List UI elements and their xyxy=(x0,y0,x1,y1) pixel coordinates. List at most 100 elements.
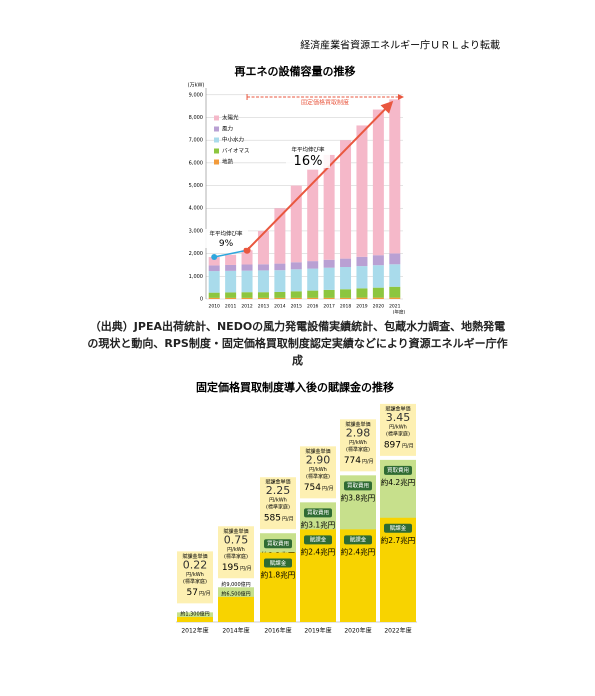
y-tick-label: 2,000 xyxy=(189,251,203,257)
monthly: 195 xyxy=(222,563,239,573)
legend-label: 地熱 xyxy=(222,158,234,166)
bar-segment xyxy=(323,267,335,290)
rate-title: 賦課金単価 xyxy=(305,448,330,455)
rate-value: 2.90 xyxy=(306,453,331,466)
monthly-unit: 円/月 xyxy=(402,443,414,449)
surcharge-box xyxy=(260,477,296,530)
x-tick-label: 2017 xyxy=(323,304,335,310)
x-tick-label: 2018 xyxy=(340,304,352,310)
badge-label: 買取費用 xyxy=(387,466,409,474)
bar-segment xyxy=(290,185,302,263)
chart-title: 再エネの設備容量の推移 xyxy=(235,64,356,78)
monthly-unit: 円/月 xyxy=(282,517,294,523)
household: (標準家庭) xyxy=(386,430,410,437)
badge xyxy=(344,481,372,491)
legend-label: バイオマス xyxy=(222,148,250,155)
y-tick-label: 3,000 xyxy=(189,228,203,234)
bar-segment xyxy=(323,289,335,298)
bar-segment xyxy=(307,169,319,262)
bar-segment xyxy=(208,292,220,298)
x-tick-label: 2019 xyxy=(356,304,368,310)
bar-segment xyxy=(257,264,269,271)
badge xyxy=(304,508,332,518)
bar-segment xyxy=(208,257,220,266)
value-label: 約3.8兆円 xyxy=(341,492,375,502)
bar-segment xyxy=(389,99,401,254)
value-label: 約2.4兆円 xyxy=(301,546,335,556)
badge-label: 買取費用 xyxy=(307,509,329,517)
y-tick-label: 7,000 xyxy=(189,138,203,144)
bar xyxy=(300,529,336,622)
rate-value: 3.45 xyxy=(386,411,411,424)
y-tick-label: 5,000 xyxy=(189,183,203,189)
surcharge-box xyxy=(218,526,254,579)
bar-segment xyxy=(274,270,286,292)
bar-segment xyxy=(307,261,319,269)
legend-label: 中小水力 xyxy=(222,136,244,144)
rate-value: 16% xyxy=(294,154,323,169)
bar-segment xyxy=(340,297,352,299)
value-label: 約2.4兆円 xyxy=(341,546,375,556)
rate-unit: 円/kWh xyxy=(389,424,407,430)
bar-segment xyxy=(225,264,237,271)
rate-label: 年平均伸び率 xyxy=(209,230,243,238)
badge xyxy=(384,523,412,533)
banner-label: 固定価格買取制度 xyxy=(301,99,349,107)
x-tick-label: 2020年度 xyxy=(344,627,371,635)
bar-segment xyxy=(323,154,335,260)
surcharge-box xyxy=(300,446,336,499)
value-label: 約3.1兆円 xyxy=(301,519,335,529)
y-tick-label: 6,000 xyxy=(189,160,203,166)
rate-value: 9% xyxy=(219,239,234,249)
monthly-unit: 円/月 xyxy=(240,566,252,572)
legend-swatch xyxy=(214,159,219,165)
bar-segment xyxy=(356,266,368,289)
bar-segment xyxy=(307,268,319,291)
household: (標準家庭) xyxy=(266,504,290,511)
bar-segment xyxy=(356,288,368,298)
monthly-unit: 円/月 xyxy=(362,459,374,465)
bar-segment xyxy=(274,291,286,298)
bar-segment xyxy=(290,297,302,299)
bar xyxy=(380,517,416,622)
rate-title: 賦課金単価 xyxy=(385,405,410,412)
legend-label: 風力 xyxy=(222,125,233,133)
bar-segment xyxy=(274,263,286,271)
badge xyxy=(304,535,332,545)
rate-title: 賦課金単価 xyxy=(265,479,290,486)
value-label: 約1,300億円 xyxy=(180,610,209,617)
bar-segment xyxy=(389,253,401,265)
rate-title: 賦課金単価 xyxy=(345,421,370,428)
bar-segment xyxy=(372,109,384,256)
bar-segment xyxy=(241,292,253,298)
bar-segment xyxy=(241,264,253,271)
badge-label: 買取費用 xyxy=(267,540,289,548)
source: 経済産業省資源エネルギー庁ＵＲＬより転載 xyxy=(300,39,500,52)
bar-segment xyxy=(290,262,302,270)
trend xyxy=(214,249,248,258)
badge xyxy=(384,465,412,475)
bar-segment xyxy=(274,208,286,264)
household: (標準家庭) xyxy=(224,553,248,560)
bar-segment xyxy=(340,140,352,259)
bar-segment xyxy=(340,258,352,268)
rate-value: 0.22 xyxy=(183,558,208,571)
legend-swatch xyxy=(214,115,219,121)
rate-unit: 円/kWh xyxy=(269,498,287,504)
bar-segment xyxy=(225,292,237,298)
trend xyxy=(246,100,394,251)
x-tick-label: 2021 xyxy=(389,304,401,310)
bar-segment xyxy=(372,265,384,288)
surcharge-box xyxy=(380,403,416,456)
bar-segment xyxy=(340,267,352,290)
x-tick-label: 2015 xyxy=(291,304,303,310)
rate-title: 賦課金単価 xyxy=(182,553,207,560)
legend-swatch xyxy=(214,126,219,132)
chart-title: 固定価格買取制度導入後の賦課金の推移 xyxy=(196,380,394,394)
rate-title: 賦課金単価 xyxy=(223,528,248,535)
rate-unit: 円/kWh xyxy=(227,547,245,553)
rate-label: 年平均伸び率 xyxy=(291,146,325,154)
value-label: 約6,500億円 xyxy=(221,590,250,597)
bar-segment xyxy=(257,230,269,265)
